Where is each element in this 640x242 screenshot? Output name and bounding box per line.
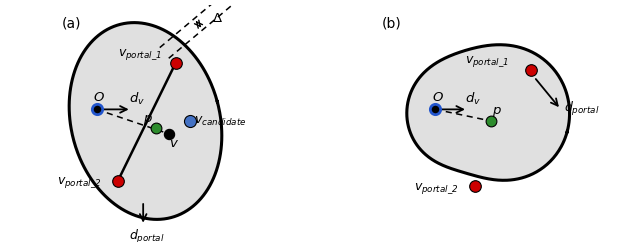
Text: $\Delta$: $\Delta$ <box>212 12 223 25</box>
Text: $p$: $p$ <box>492 105 502 119</box>
Text: $d_v$: $d_v$ <box>129 91 145 106</box>
Text: (a): (a) <box>62 16 81 30</box>
Point <box>113 180 123 183</box>
Point <box>151 126 161 130</box>
Text: $d_{\mathregular{portal}}$: $d_{\mathregular{portal}}$ <box>129 228 164 242</box>
Text: $v_{\mathregular{portal\_2}}$: $v_{\mathregular{portal\_2}}$ <box>57 175 102 190</box>
Text: $O$: $O$ <box>93 91 105 104</box>
Text: (b): (b) <box>382 16 402 30</box>
Point <box>92 107 102 111</box>
Text: $v$: $v$ <box>169 136 179 150</box>
Text: $d_{\mathregular{portal}}$: $d_{\mathregular{portal}}$ <box>564 100 600 118</box>
Text: $p$: $p$ <box>143 113 153 127</box>
Point <box>486 119 496 123</box>
Text: $O$: $O$ <box>432 91 444 104</box>
Text: $v_{\mathregular{candidate}}$: $v_{\mathregular{candidate}}$ <box>195 114 247 128</box>
Point <box>164 132 174 136</box>
Point <box>470 184 480 188</box>
Text: $v_{\mathregular{portal\_1}}$: $v_{\mathregular{portal\_1}}$ <box>465 54 509 69</box>
Polygon shape <box>69 23 222 219</box>
Polygon shape <box>407 45 570 180</box>
Point <box>525 68 536 72</box>
Text: $v_{\mathregular{portal\_2}}$: $v_{\mathregular{portal\_2}}$ <box>414 181 459 196</box>
Text: $v_{\mathregular{portal\_1}}$: $v_{\mathregular{portal\_1}}$ <box>118 47 161 62</box>
Text: $d_v$: $d_v$ <box>465 91 481 106</box>
Point <box>184 119 195 123</box>
Point <box>430 107 440 111</box>
Point <box>171 61 181 65</box>
